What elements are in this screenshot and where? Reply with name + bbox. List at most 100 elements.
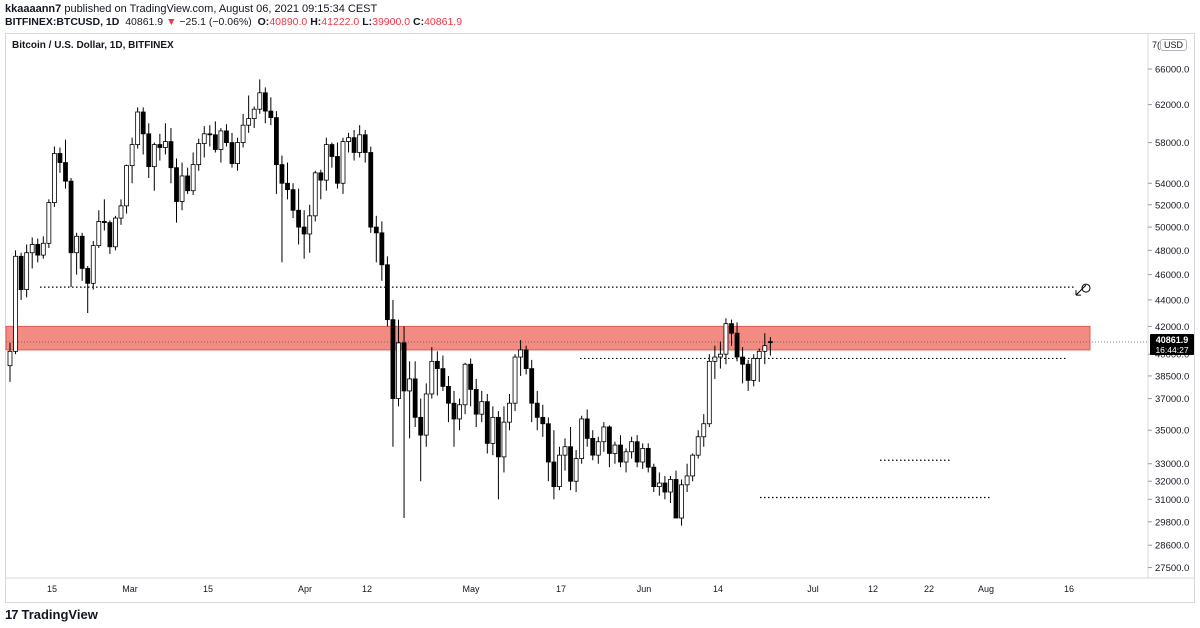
y-tick-label: 37000.0 [1155, 394, 1189, 405]
symbol-label: BITFINEX:BTCUSD, 1D [5, 16, 120, 28]
candle-body [296, 209, 302, 228]
candle-body [745, 363, 751, 381]
candle-body [540, 416, 546, 425]
candle-body [607, 426, 612, 454]
candle-body [52, 153, 57, 203]
candle-body [146, 133, 152, 168]
candle-body [396, 342, 401, 399]
publish-line: kkaaaann7 published on TradingView.com, … [5, 3, 377, 15]
x-tick-label: 22 [924, 584, 934, 594]
x-tick-label: 12 [868, 584, 878, 594]
candle-body [46, 202, 52, 244]
x-tick-label: 14 [713, 584, 723, 594]
candle-body [212, 134, 218, 150]
arrow-annotation-icon [1075, 284, 1087, 296]
candle-body [273, 117, 279, 166]
y-tick-label: 32000.0 [1155, 477, 1189, 488]
close-value: 40861.9 [424, 16, 463, 28]
candle-body [690, 454, 696, 477]
candle-body [529, 368, 535, 404]
candle-body [140, 111, 146, 135]
candle-body [584, 418, 590, 439]
open-label: O: [257, 16, 270, 28]
candle-body [63, 162, 68, 182]
x-tick-label: Mar [122, 584, 138, 594]
candle-body [401, 342, 407, 392]
candle-body [124, 165, 129, 207]
published-text: published on TradingView.com, August 06,… [64, 3, 378, 15]
candle-body [346, 137, 351, 143]
candle-body [501, 421, 507, 458]
candle-body [368, 152, 374, 228]
ohlc-line: BITFINEX:BTCUSD, 1D 40861.9 ▼ −25.1 (−0.… [5, 16, 462, 28]
x-tick-label: 15 [203, 584, 213, 594]
y-tick-label: 66000.0 [1155, 65, 1189, 76]
candle-body [523, 349, 529, 369]
y-tick-label: 27500.0 [1155, 563, 1189, 574]
candle-body [434, 360, 440, 369]
candle-body [412, 378, 418, 418]
high-label: H: [310, 16, 322, 28]
candle-body [113, 217, 118, 248]
currency-badge[interactable]: USD [1160, 39, 1188, 51]
candle-body [590, 438, 596, 456]
x-tick-label: May [462, 584, 480, 594]
candle-body [623, 451, 629, 463]
candle-body [495, 416, 501, 458]
candle-body [468, 363, 474, 390]
candle-body [240, 124, 246, 143]
candle-body [174, 167, 179, 202]
y-tick-label: 33000.0 [1155, 459, 1189, 470]
y-tick-label: 44000.0 [1155, 295, 1189, 306]
candle-body [629, 441, 634, 453]
y-tick-label: 42000.0 [1155, 322, 1189, 333]
candle-body [151, 144, 157, 168]
candle-body [312, 172, 318, 217]
candle-body [135, 111, 141, 145]
candle-body [668, 479, 673, 493]
candle-body [701, 423, 707, 438]
candle-body [534, 402, 540, 418]
candle-body [118, 205, 124, 219]
candle-body [373, 226, 379, 234]
y-tick-label: 29800.0 [1155, 517, 1189, 528]
candle-body [18, 255, 24, 291]
y-tick-label: 52000.0 [1155, 200, 1189, 211]
candle-body [257, 92, 263, 110]
candle-body [362, 134, 368, 153]
candle-body [290, 189, 296, 211]
candle-body [207, 133, 213, 136]
y-tick-label: 46000.0 [1155, 270, 1189, 281]
candle-body [729, 323, 734, 334]
candle-body [679, 484, 684, 519]
candle-body [196, 143, 202, 166]
candle-body [507, 402, 512, 423]
tradingview-logo[interactable]: 17 TradingView [5, 607, 98, 622]
candle-body [551, 461, 557, 488]
candle-body [101, 221, 107, 223]
countdown-label: 16:44:27 [1155, 345, 1188, 355]
candle-body [407, 378, 413, 392]
candle-body [190, 164, 196, 192]
candle-body [162, 141, 168, 148]
candle-body [479, 401, 485, 415]
candle-body [562, 446, 568, 456]
y-tick-label: 35000.0 [1155, 426, 1189, 437]
candle-body [662, 482, 668, 493]
x-tick-label: 15 [47, 584, 57, 594]
candle-body [301, 226, 307, 235]
resistance-zone [5, 325, 1091, 351]
candle-body [246, 118, 252, 126]
last-price-box [1150, 334, 1194, 356]
author-name[interactable]: kkaaaann7 [5, 3, 62, 15]
candle-body [656, 482, 662, 488]
candle-body [318, 172, 324, 181]
price-change: −25.1 (−0.06%) [179, 16, 252, 28]
y-tick-label: 40000.0 [1155, 350, 1189, 361]
candle-body [634, 441, 640, 463]
candle-body [384, 264, 390, 321]
x-tick-label: 12 [362, 584, 372, 594]
candle-body [229, 142, 235, 164]
candle-body [7, 350, 13, 367]
